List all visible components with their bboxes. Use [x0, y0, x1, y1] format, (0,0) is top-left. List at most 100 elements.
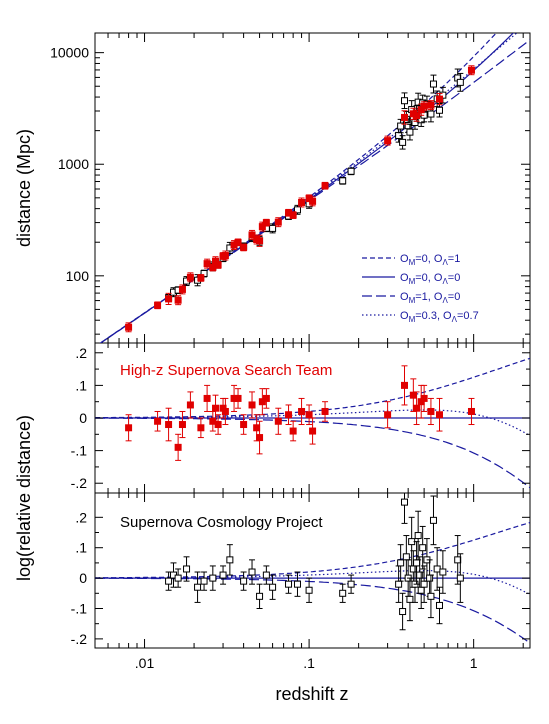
data-point: [406, 595, 414, 603]
top-panel-frame: [94, 32, 531, 344]
data-point: [339, 589, 347, 597]
high-z-data-point: [240, 243, 248, 251]
data-point: [262, 394, 270, 402]
data-point: [125, 424, 133, 432]
data-point: [399, 608, 407, 616]
legend-label-1: OM=0, OΛ=0: [400, 272, 460, 286]
model-curve-top-0: [99, 33, 498, 343]
scp-data-point: [339, 177, 347, 185]
high-z-data-point: [435, 95, 443, 103]
data-point: [234, 394, 242, 402]
data-point: [248, 568, 256, 576]
model-curve-middle-3: [95, 409, 530, 437]
axis-ticks: .01 .1 1 100 1000 10000 .2 .1 0 -.1 -.2 .2 .1 0 -.1 -.2: [50, 33, 530, 671]
data-point: [269, 583, 277, 591]
scp-title: Supernova Cosmology Project: [120, 514, 323, 531]
scp-data-point: [435, 106, 443, 114]
data-point: [289, 427, 297, 435]
bottom-panel-frame: [94, 492, 531, 649]
data-point: [221, 407, 229, 415]
y-tick-label: -.1: [71, 443, 88, 459]
scp-data-point: [399, 138, 407, 146]
scp-data-point: [347, 167, 355, 175]
high-z-data-point: [221, 252, 229, 260]
high-z-data-point: [186, 273, 194, 281]
y-tick-label: .1: [75, 540, 87, 556]
data-point: [174, 574, 182, 582]
y-tick-label: .2: [75, 345, 87, 361]
high-z-data-point: [197, 274, 205, 282]
data-point: [414, 532, 422, 540]
scp-data-point: [269, 224, 277, 232]
data-point: [226, 556, 234, 564]
high-z-data-point: [384, 137, 392, 145]
data-point: [209, 574, 217, 582]
model-curve-top-3: [99, 33, 518, 343]
data-point: [305, 586, 313, 594]
data-point: [397, 559, 405, 567]
high-z-data-point: [214, 261, 222, 269]
top-panel-plot: [99, 33, 530, 343]
middle-panel-plot: [95, 357, 530, 489]
bottom-panel-plot: [95, 493, 530, 644]
data-point: [262, 571, 270, 579]
high-z-data-point: [401, 113, 409, 121]
data-point: [219, 571, 227, 579]
data-point: [183, 565, 191, 573]
data-point: [401, 498, 409, 506]
data-point: [439, 568, 447, 576]
data-point: [298, 407, 306, 415]
data-point: [174, 443, 182, 451]
x-tick-label: .1: [303, 655, 315, 671]
y-tick-label: 100: [66, 268, 90, 284]
scp-data-point: [397, 122, 405, 130]
high-z-data-point: [298, 198, 306, 206]
scp-data-point: [406, 128, 414, 136]
data-point: [293, 580, 301, 588]
data-point: [253, 424, 261, 432]
data-point: [409, 391, 417, 399]
scp-data-point: [183, 277, 191, 285]
high-z-data-point: [234, 238, 242, 246]
high-z-data-point: [256, 237, 264, 245]
high-z-data-point: [178, 285, 186, 293]
data-point: [165, 421, 173, 429]
x-axis-label: redshift z: [275, 684, 348, 704]
data-point: [395, 580, 403, 588]
data-point: [427, 407, 435, 415]
high-z-data-point: [258, 223, 266, 231]
data-point: [274, 417, 282, 425]
data-point: [309, 427, 317, 435]
high-z-data-point: [427, 101, 435, 109]
data-point: [435, 601, 443, 609]
high-z-data-point: [420, 102, 428, 110]
data-point: [467, 407, 475, 415]
data-point: [416, 571, 424, 579]
high-z-team-title: High-z Supernova Search Team: [120, 362, 332, 379]
scp-data-point: [401, 97, 409, 105]
y-tick-label: .1: [75, 377, 87, 393]
data-point: [186, 401, 194, 409]
y-axis-label-bottom: log(relative distance): [14, 415, 34, 581]
legend: OM=0, OΛ=1 OM=0, OΛ=0 OM=1, OΛ=0 OM=0.3, OΛ…: [362, 253, 479, 324]
data-point: [240, 577, 248, 585]
data-point: [419, 544, 427, 552]
data-point: [413, 404, 421, 412]
data-point: [321, 407, 329, 415]
y-tick-label: .2: [75, 509, 87, 525]
data-point: [240, 421, 248, 429]
data-point: [154, 417, 162, 425]
high-z-data-point: [125, 323, 133, 331]
y-axis-label-top: distance (Mpc): [14, 129, 34, 247]
data-point: [426, 574, 434, 582]
data-point: [454, 556, 462, 564]
data-point: [384, 411, 392, 419]
data-point: [285, 411, 293, 419]
data-point: [256, 592, 264, 600]
data-point: [165, 577, 173, 585]
high-z-data-point: [154, 301, 162, 309]
y-tick-label: -.1: [71, 600, 88, 616]
high-z-data-point: [289, 211, 297, 219]
legend-label-0: OM=0, OΛ=1: [400, 253, 460, 267]
